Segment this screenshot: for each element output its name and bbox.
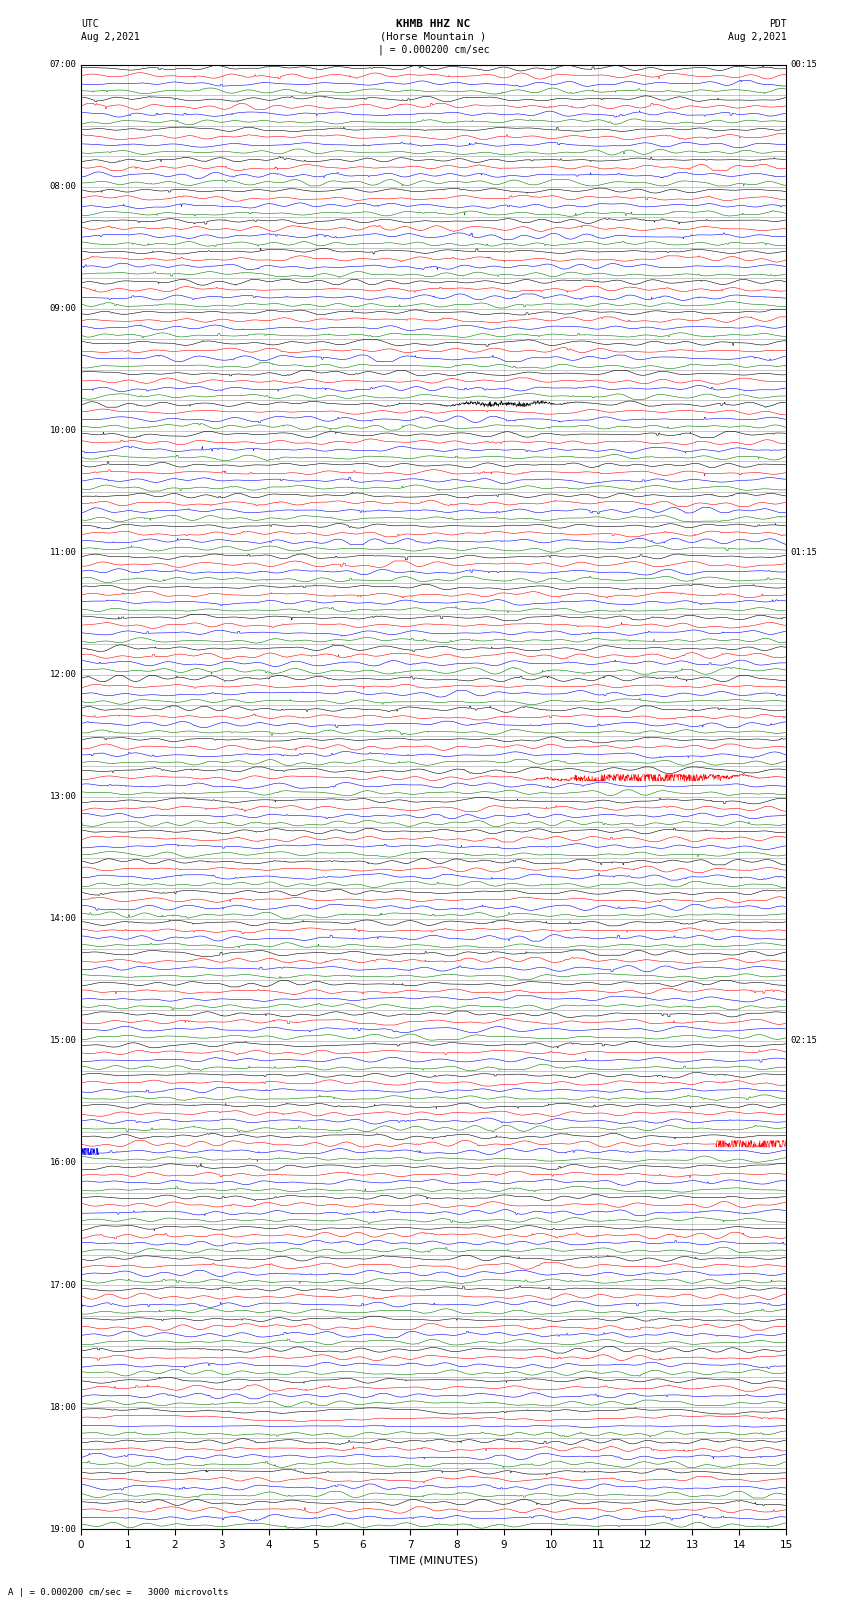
Text: Aug 2,2021: Aug 2,2021 <box>728 32 786 42</box>
Text: 09:00: 09:00 <box>49 305 76 313</box>
Text: 00:15: 00:15 <box>790 60 818 69</box>
Text: 16:00: 16:00 <box>49 1158 76 1168</box>
Text: UTC: UTC <box>81 19 99 29</box>
Text: 08:00: 08:00 <box>49 182 76 190</box>
Text: KHMB HHZ NC: KHMB HHZ NC <box>396 19 471 29</box>
Text: 17:00: 17:00 <box>49 1281 76 1289</box>
Text: 01:15: 01:15 <box>790 548 818 556</box>
Text: 07:00: 07:00 <box>49 60 76 69</box>
X-axis label: TIME (MINUTES): TIME (MINUTES) <box>389 1555 478 1565</box>
Text: 12:00: 12:00 <box>49 671 76 679</box>
Text: (Horse Mountain ): (Horse Mountain ) <box>380 32 486 42</box>
Text: 18:00: 18:00 <box>49 1403 76 1411</box>
Text: 15:00: 15:00 <box>49 1037 76 1045</box>
Text: 10:00: 10:00 <box>49 426 76 436</box>
Text: 11:00: 11:00 <box>49 548 76 556</box>
Text: | = 0.000200 cm/sec: | = 0.000200 cm/sec <box>377 44 490 55</box>
Text: Aug 2,2021: Aug 2,2021 <box>81 32 139 42</box>
Text: 19:00: 19:00 <box>49 1524 76 1534</box>
Text: 02:15: 02:15 <box>790 1037 818 1045</box>
Text: 13:00: 13:00 <box>49 792 76 802</box>
Text: 14:00: 14:00 <box>49 915 76 923</box>
Text: PDT: PDT <box>768 19 786 29</box>
Text: A | = 0.000200 cm/sec =   3000 microvolts: A | = 0.000200 cm/sec = 3000 microvolts <box>8 1587 229 1597</box>
